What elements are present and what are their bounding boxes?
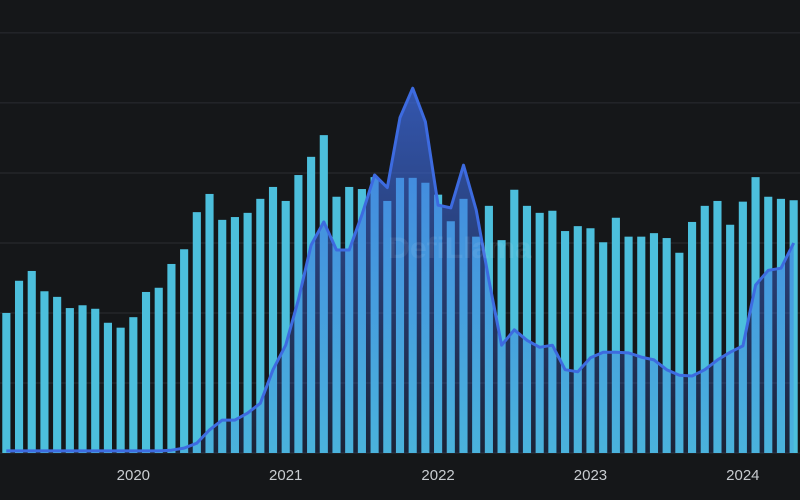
bar — [738, 201, 747, 453]
bar — [230, 217, 239, 453]
bar — [522, 205, 532, 453]
x-tick-label: 2023 — [574, 467, 607, 484]
bar — [268, 186, 278, 453]
bar — [141, 291, 151, 453]
area-fill — [6, 88, 794, 453]
bar — [192, 212, 201, 453]
bar — [14, 280, 24, 453]
watermark: DefiLlama — [388, 232, 532, 265]
bar — [573, 226, 582, 453]
bar — [599, 242, 608, 453]
x-tick-label: 2024 — [726, 467, 759, 484]
bar — [205, 193, 214, 453]
bar — [91, 308, 100, 453]
bar — [65, 308, 74, 453]
bar — [256, 198, 265, 453]
bar — [586, 228, 595, 453]
bar — [53, 296, 62, 453]
bar — [649, 233, 659, 453]
bar — [700, 205, 709, 453]
bar — [535, 212, 544, 453]
bar — [154, 287, 163, 453]
bar — [561, 231, 570, 453]
bar — [688, 221, 697, 453]
bar — [129, 317, 138, 453]
bar — [726, 224, 735, 453]
x-tick-label: 2021 — [269, 467, 302, 484]
bar — [167, 263, 176, 453]
bar — [281, 200, 290, 453]
bar — [243, 212, 252, 453]
bar — [180, 249, 189, 453]
x-tick-label: 2020 — [117, 467, 150, 484]
bar — [611, 217, 620, 453]
bar — [624, 236, 633, 453]
bar — [116, 327, 125, 453]
bar — [548, 210, 557, 453]
bar — [27, 270, 36, 453]
bar — [510, 189, 519, 453]
bar — [218, 219, 227, 453]
x-tick-label: 2022 — [421, 467, 454, 484]
bar — [2, 312, 11, 453]
bar — [662, 238, 671, 453]
bar — [637, 236, 646, 453]
bar — [103, 322, 112, 453]
bar — [675, 252, 684, 453]
area-line — [6, 86, 796, 453]
bar — [713, 200, 722, 453]
bar — [78, 305, 87, 453]
bar — [40, 291, 49, 453]
